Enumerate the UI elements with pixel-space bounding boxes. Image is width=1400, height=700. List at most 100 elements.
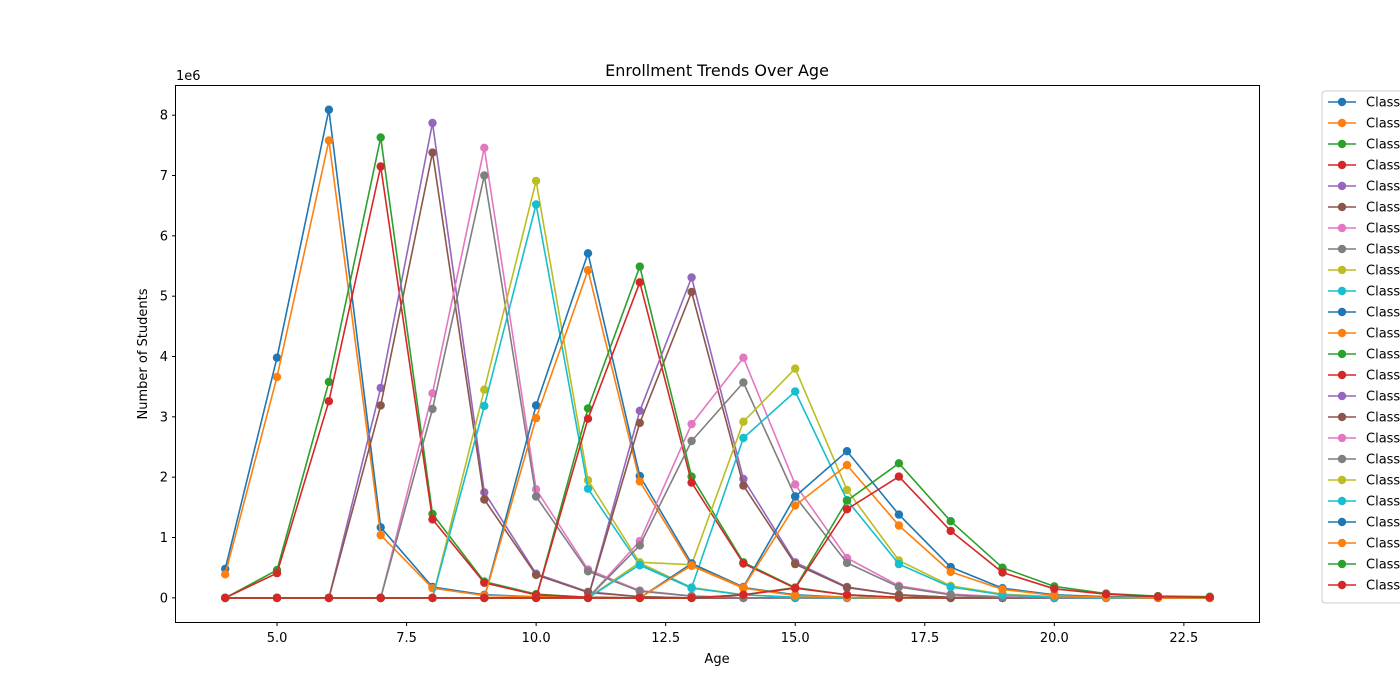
- data-point: [842, 496, 852, 505]
- data-point: [687, 478, 696, 487]
- legend-label: Class: [1366, 453, 1400, 468]
- data-point: [894, 510, 904, 519]
- x-tick-label: 22.5: [1169, 631, 1198, 646]
- legend-label: Class: [1366, 117, 1400, 132]
- legend-label: Class: [1366, 390, 1400, 405]
- data-point: [531, 401, 541, 410]
- data-point: [842, 583, 852, 592]
- legend-swatch-marker: [1337, 412, 1347, 422]
- data-point: [687, 583, 696, 592]
- data-point: [531, 492, 541, 501]
- series-23: [221, 459, 1215, 603]
- series-4: [221, 162, 1215, 603]
- legend-label: Class: [1366, 180, 1400, 195]
- data-point: [583, 404, 593, 413]
- legend-item: Class: [1328, 180, 1400, 195]
- series-line: [225, 122, 1210, 599]
- y-tick-label: 4: [160, 350, 168, 365]
- series-line: [225, 381, 1210, 599]
- legend-item: Class: [1328, 579, 1400, 594]
- data-point: [272, 568, 282, 578]
- series-11: [221, 249, 1215, 603]
- series-line: [225, 291, 1210, 599]
- legend-swatch-marker: [1337, 244, 1347, 254]
- legend-swatch-marker: [1337, 496, 1347, 506]
- data-point: [583, 414, 593, 423]
- data-point: [531, 200, 541, 209]
- data-point: [531, 176, 541, 186]
- legend-item: Class: [1328, 411, 1400, 426]
- legend-swatch-marker: [1337, 202, 1347, 212]
- data-point: [635, 541, 644, 550]
- data-point: [739, 353, 748, 362]
- data-point: [324, 105, 334, 114]
- data-point: [428, 515, 437, 524]
- legend-swatch-marker: [1337, 97, 1347, 107]
- series-21: [221, 447, 1215, 603]
- y-axis-ticks: 0 1 2 3 4 5 6 7 8: [160, 109, 176, 606]
- legend-item: Class: [1328, 264, 1400, 279]
- data-point: [221, 570, 230, 579]
- data-point: [635, 406, 644, 415]
- legend-item: Class: [1328, 537, 1400, 552]
- legend-item: Class: [1328, 369, 1400, 384]
- data-point: [635, 593, 644, 603]
- series-19: [221, 364, 1215, 603]
- legend-label: Class: [1366, 432, 1400, 447]
- legend-item: Class: [1328, 516, 1400, 531]
- data-point: [376, 383, 385, 393]
- data-point: [739, 417, 748, 426]
- legend-item: Class: [1328, 306, 1400, 321]
- data-point: [428, 389, 437, 398]
- legend-label: Class: [1366, 306, 1400, 321]
- legend-swatch-marker: [1337, 307, 1347, 317]
- data-point: [480, 593, 489, 603]
- data-point: [687, 273, 696, 282]
- legend-label: Class: [1366, 138, 1400, 153]
- data-point: [376, 530, 385, 540]
- legend-item: Class: [1328, 495, 1400, 510]
- legend-swatch-marker: [1337, 454, 1347, 464]
- data-point: [739, 481, 748, 490]
- y-axis-title: Number of Students: [136, 288, 151, 419]
- legend-swatch-marker: [1337, 139, 1347, 149]
- legend-label: Class: [1366, 474, 1400, 489]
- legend-swatch-marker: [1337, 538, 1347, 548]
- legend-label: Class: [1366, 96, 1400, 111]
- legend-item: Class: [1328, 474, 1400, 489]
- series-line: [225, 147, 1210, 599]
- data-point: [842, 447, 852, 456]
- data-point: [791, 364, 800, 373]
- legend-item: Class: [1328, 159, 1400, 174]
- series-line: [224, 136, 1210, 599]
- y-tick-label: 3: [160, 410, 168, 425]
- x-tick-label: 5.0: [267, 631, 288, 646]
- series-line: [225, 475, 1210, 599]
- legend-item: Class: [1328, 390, 1400, 405]
- data-point: [221, 593, 230, 603]
- legend-item: Class: [1328, 117, 1400, 132]
- legend-swatch-marker: [1337, 370, 1347, 380]
- legend-swatch-marker: [1337, 265, 1347, 275]
- legend-item: Class: [1328, 432, 1400, 447]
- data-point: [428, 593, 437, 603]
- legend-label: Class: [1366, 537, 1400, 552]
- series-line: [224, 108, 1210, 599]
- series-24: [221, 472, 1215, 603]
- data-point: [894, 559, 904, 569]
- data-point: [428, 148, 437, 157]
- y-tick-label: 5: [160, 290, 168, 305]
- series-line: [224, 139, 1210, 599]
- legend-label: Class: [1366, 495, 1400, 510]
- y-tick-label: 7: [160, 169, 168, 184]
- series-3: [221, 133, 1215, 603]
- data-point: [791, 480, 800, 489]
- series-line: [225, 464, 1210, 599]
- y-offset-label: 1e6: [176, 69, 201, 84]
- legend-item: Class: [1328, 96, 1400, 111]
- data-point: [480, 401, 489, 411]
- data-point: [946, 582, 955, 592]
- data-point: [428, 118, 437, 128]
- data-point: [324, 593, 334, 603]
